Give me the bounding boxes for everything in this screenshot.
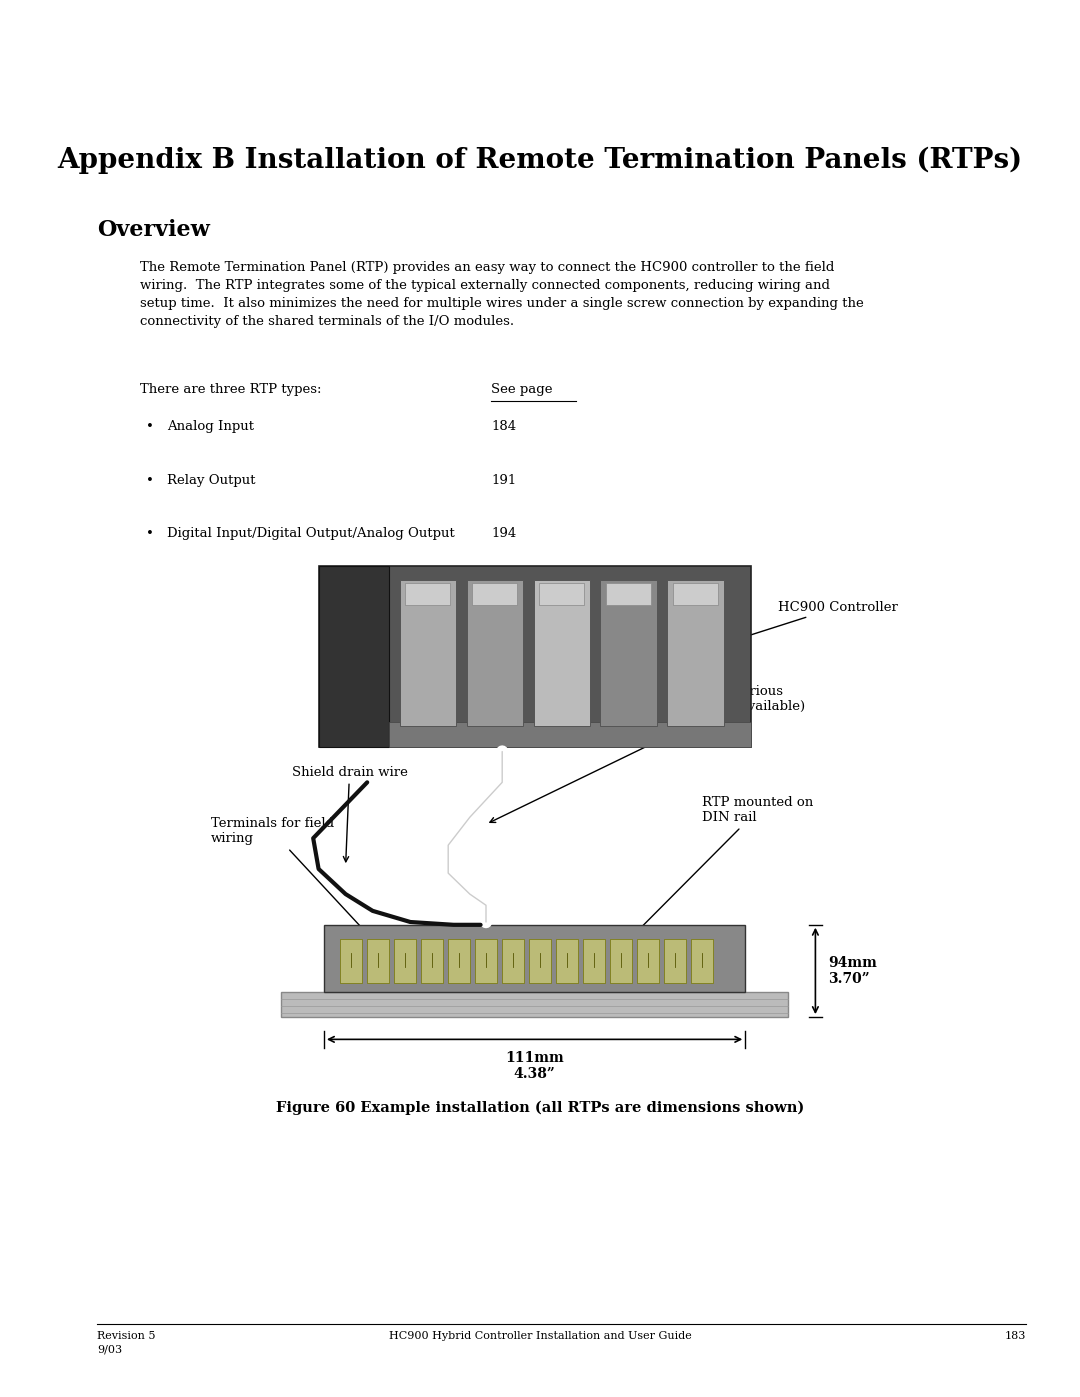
Text: Relay Output: Relay Output [167, 474, 256, 486]
Bar [319, 566, 751, 747]
Text: Appendix B Installation of Remote Termination Panels (RTPs): Appendix B Installation of Remote Termin… [57, 147, 1023, 175]
Bar [281, 992, 788, 1017]
Text: The Remote Termination Panel (RTP) provides an easy way to connect the HC900 con: The Remote Termination Panel (RTP) provi… [140, 261, 864, 328]
Text: •: • [146, 420, 153, 433]
Bar [673, 583, 718, 605]
Text: See page: See page [491, 383, 553, 395]
Bar [472, 583, 517, 605]
Bar [448, 939, 470, 983]
Text: There are three RTP types:: There are three RTP types: [140, 383, 322, 395]
Text: 194: 194 [491, 527, 516, 539]
Bar [475, 939, 497, 983]
Text: Digital Input/Digital Output/Analog Output: Digital Input/Digital Output/Analog Outp… [167, 527, 455, 539]
Bar [400, 580, 456, 726]
Bar [556, 939, 578, 983]
Text: 94mm
3.70”: 94mm 3.70” [828, 956, 877, 986]
Text: 191: 191 [491, 474, 516, 486]
Bar [667, 580, 724, 726]
Text: Figure 60 Example installation (all RTPs are dimensions shown): Figure 60 Example installation (all RTPs… [275, 1101, 805, 1115]
Bar [583, 939, 605, 983]
Bar [610, 939, 632, 983]
Bar [367, 939, 389, 983]
Text: 183: 183 [1004, 1331, 1026, 1341]
Text: Terminals for field
wiring: Terminals for field wiring [211, 817, 386, 954]
Bar [534, 580, 590, 726]
Text: 111mm
4.38”: 111mm 4.38” [505, 1051, 564, 1081]
Bar [529, 939, 551, 983]
Bar [637, 939, 659, 983]
Bar [319, 566, 389, 747]
Bar [389, 722, 751, 747]
Text: Revision 5
9/03: Revision 5 9/03 [97, 1331, 156, 1355]
Bar [340, 939, 362, 983]
Bar [600, 580, 657, 726]
Bar [467, 580, 523, 726]
Text: •: • [146, 474, 153, 486]
Text: RTP mounted on
DIN rail: RTP mounted on DIN rail [608, 796, 813, 961]
Text: 184: 184 [491, 420, 516, 433]
Bar [394, 939, 416, 983]
Text: Shield drain wire: Shield drain wire [292, 766, 407, 862]
Bar [324, 925, 745, 992]
Bar [421, 939, 443, 983]
Text: HC900 Hybrid Controller Installation and User Guide: HC900 Hybrid Controller Installation and… [389, 1331, 691, 1341]
Bar [691, 939, 713, 983]
Bar [606, 583, 651, 605]
Text: Cable (various
lengths available): Cable (various lengths available) [490, 685, 805, 823]
Bar [405, 583, 450, 605]
Text: Overview: Overview [97, 219, 211, 242]
Text: •: • [146, 527, 153, 539]
Bar [664, 939, 686, 983]
Text: Analog Input: Analog Input [167, 420, 255, 433]
Bar [539, 583, 584, 605]
Text: HC900 Controller: HC900 Controller [744, 601, 897, 638]
Bar [502, 939, 524, 983]
